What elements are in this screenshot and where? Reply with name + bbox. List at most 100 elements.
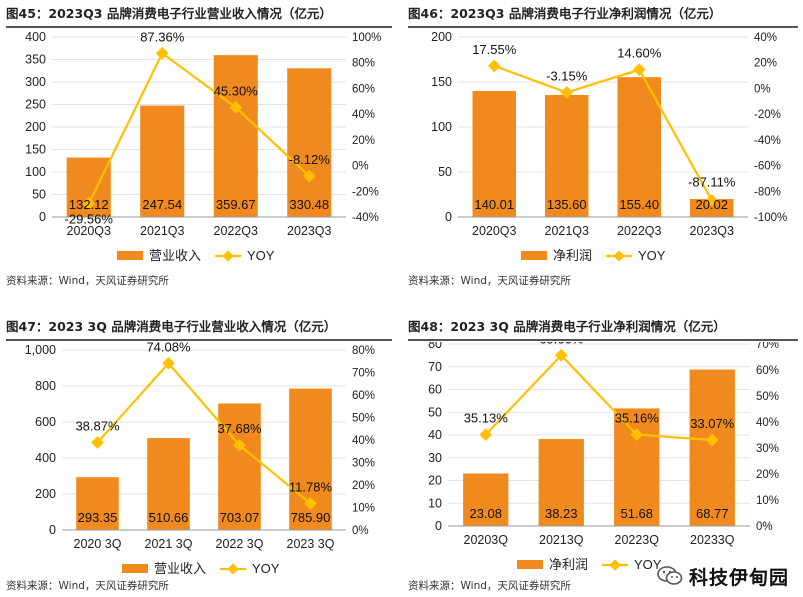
bar xyxy=(614,408,660,526)
y-left-tick-label: 600 xyxy=(35,415,56,429)
y-right-tick-label: 70% xyxy=(352,368,375,380)
bar-value-label: 155.40 xyxy=(619,197,659,212)
y-left-tick-label: 50 xyxy=(32,188,46,202)
yoy-value-label: 35.13% xyxy=(464,411,509,426)
legend-line-label: YOY xyxy=(638,248,666,263)
x-tick-label: 2022Q3 xyxy=(617,224,662,238)
x-tick-label: 2021Q3 xyxy=(545,224,590,238)
chart-title: 图48：2023 3Q 品牌消费电子行业净利润情况（亿元） xyxy=(408,319,726,334)
x-tick-label: 20213Q xyxy=(539,533,584,547)
bar-value-label: 140.01 xyxy=(474,197,514,212)
yoy-point xyxy=(233,438,246,452)
y-right-tick-label: 20% xyxy=(754,58,777,70)
y-left-tick-label: 300 xyxy=(25,75,46,89)
y-right-tick-label: 0% xyxy=(756,521,773,533)
y-right-tick-label: 80% xyxy=(352,345,375,357)
bar-value-label: 330.48 xyxy=(289,197,329,212)
chart-panel-netprofit-3q: 图48：2023 3Q 品牌消费电子行业净利润情况（亿元） 0 10 20 30 40 5… xyxy=(408,316,798,596)
x-tick-label: 2021Q3 xyxy=(140,224,185,238)
legend-bar-label: 营业收入 xyxy=(149,248,201,263)
y-right-tick-label: 40% xyxy=(756,417,779,429)
yoy-value-label: 11.78% xyxy=(289,479,333,494)
yoy-point xyxy=(162,356,175,370)
yoy-line xyxy=(96,361,312,505)
yoy-value-label: 33.07% xyxy=(690,416,735,431)
yoy-value-label: 45.30% xyxy=(214,83,259,98)
source-note: 资料来源：Wind，天风证券研究所 xyxy=(6,275,169,287)
y-left-tick-label: 30 xyxy=(428,451,442,465)
x-tick-label: 2022 3Q xyxy=(216,537,264,551)
y-left-tick-label: 400 xyxy=(25,30,46,44)
y-right-tick-label: -40% xyxy=(754,135,781,147)
yoy-value-label: 65.66% xyxy=(539,342,584,346)
y-right-tick-label: 80% xyxy=(352,58,375,70)
bar xyxy=(545,94,589,217)
y-right-tick-label: 60% xyxy=(352,83,375,95)
bar xyxy=(287,68,332,217)
yoy-line xyxy=(484,353,713,442)
y-right-tick-label: 0% xyxy=(754,83,771,95)
x-tick-label: 20223Q xyxy=(615,533,660,547)
legend-line-label: YOY xyxy=(252,561,280,574)
y-left-tick-label: 150 xyxy=(431,75,452,89)
y-left-tick-label: 200 xyxy=(431,30,452,44)
bar-value-label: 132.12 xyxy=(69,197,109,212)
bar xyxy=(218,403,261,530)
bar-value-label: 247.54 xyxy=(142,197,182,212)
y-right-tick-label: 20% xyxy=(352,135,375,147)
bar-value-label: 68.77 xyxy=(696,506,729,521)
bar xyxy=(213,55,258,217)
y-left-tick-label: 0 xyxy=(435,519,442,533)
y-right-tick-label: -20% xyxy=(754,109,781,121)
x-tick-label: 2020Q3 xyxy=(67,224,112,238)
y-left-tick-label: 1,000 xyxy=(25,343,56,357)
yoy-value-label: 74.08% xyxy=(146,342,191,354)
legend-line-marker xyxy=(227,563,239,574)
source-note: 资料来源：Wind，天风证券研究所 xyxy=(408,580,571,592)
source-note: 资料来源：Wind，天风证券研究所 xyxy=(6,580,169,592)
yoy-value-label: 38.87% xyxy=(75,419,120,434)
y-right-tick-label: 10% xyxy=(756,495,779,507)
yoy-line xyxy=(493,64,713,201)
yoy-value-label: -3.15% xyxy=(546,68,588,83)
legend-line-marker xyxy=(222,250,234,262)
legend-bar-swatch xyxy=(521,251,547,260)
x-tick-label: 2023Q3 xyxy=(287,224,332,238)
bar xyxy=(472,90,516,217)
y-left-tick-label: 70 xyxy=(428,360,442,374)
y-left-tick-label: 0 xyxy=(39,210,46,224)
y-right-tick-label: -40% xyxy=(352,212,379,224)
x-tick-label: 2021 3Q xyxy=(145,537,193,551)
x-tick-label: 20203Q xyxy=(464,533,509,547)
yoy-line xyxy=(87,51,311,205)
y-left-tick-label: 0 xyxy=(445,210,452,224)
yoy-point xyxy=(155,46,169,60)
x-tick-label: 20233Q xyxy=(690,533,735,547)
bar-value-label: 359.67 xyxy=(216,197,256,212)
y-right-tick-label: 40% xyxy=(352,109,375,121)
y-right-tick-label: 60% xyxy=(352,390,375,402)
y-right-tick-label: 50% xyxy=(756,391,779,403)
y-left-tick-label: 100 xyxy=(431,120,452,134)
yoy-point xyxy=(487,59,501,73)
bar-value-label: 785.90 xyxy=(291,510,331,525)
x-tick-label: 2023 3Q xyxy=(287,537,335,551)
legend-line-label: YOY xyxy=(634,557,662,572)
yoy-value-label: 87.36% xyxy=(140,29,185,44)
legend-bar-swatch xyxy=(517,560,543,569)
yoy-point xyxy=(82,197,96,210)
bar xyxy=(140,105,185,217)
y-left-tick-label: 100 xyxy=(25,165,46,179)
x-tick-label: 2022Q3 xyxy=(214,224,259,238)
watermark-text: 科技伊甸园 xyxy=(688,567,789,589)
yoy-value-label: -87.11% xyxy=(688,174,736,189)
y-right-tick-label: 40% xyxy=(352,435,375,447)
bar-value-label: 510.66 xyxy=(149,510,189,525)
y-left-tick-label: 400 xyxy=(35,451,56,465)
title-rule xyxy=(6,339,392,341)
y-left-tick-label: 20 xyxy=(428,474,442,488)
yoy-point xyxy=(304,497,317,510)
chart-title: 图45：2023Q3 品牌消费电子行业营业收入情况（亿元） xyxy=(6,6,332,21)
y-right-tick-label: 40% xyxy=(754,32,777,44)
bar-value-label: 51.68 xyxy=(620,506,653,521)
